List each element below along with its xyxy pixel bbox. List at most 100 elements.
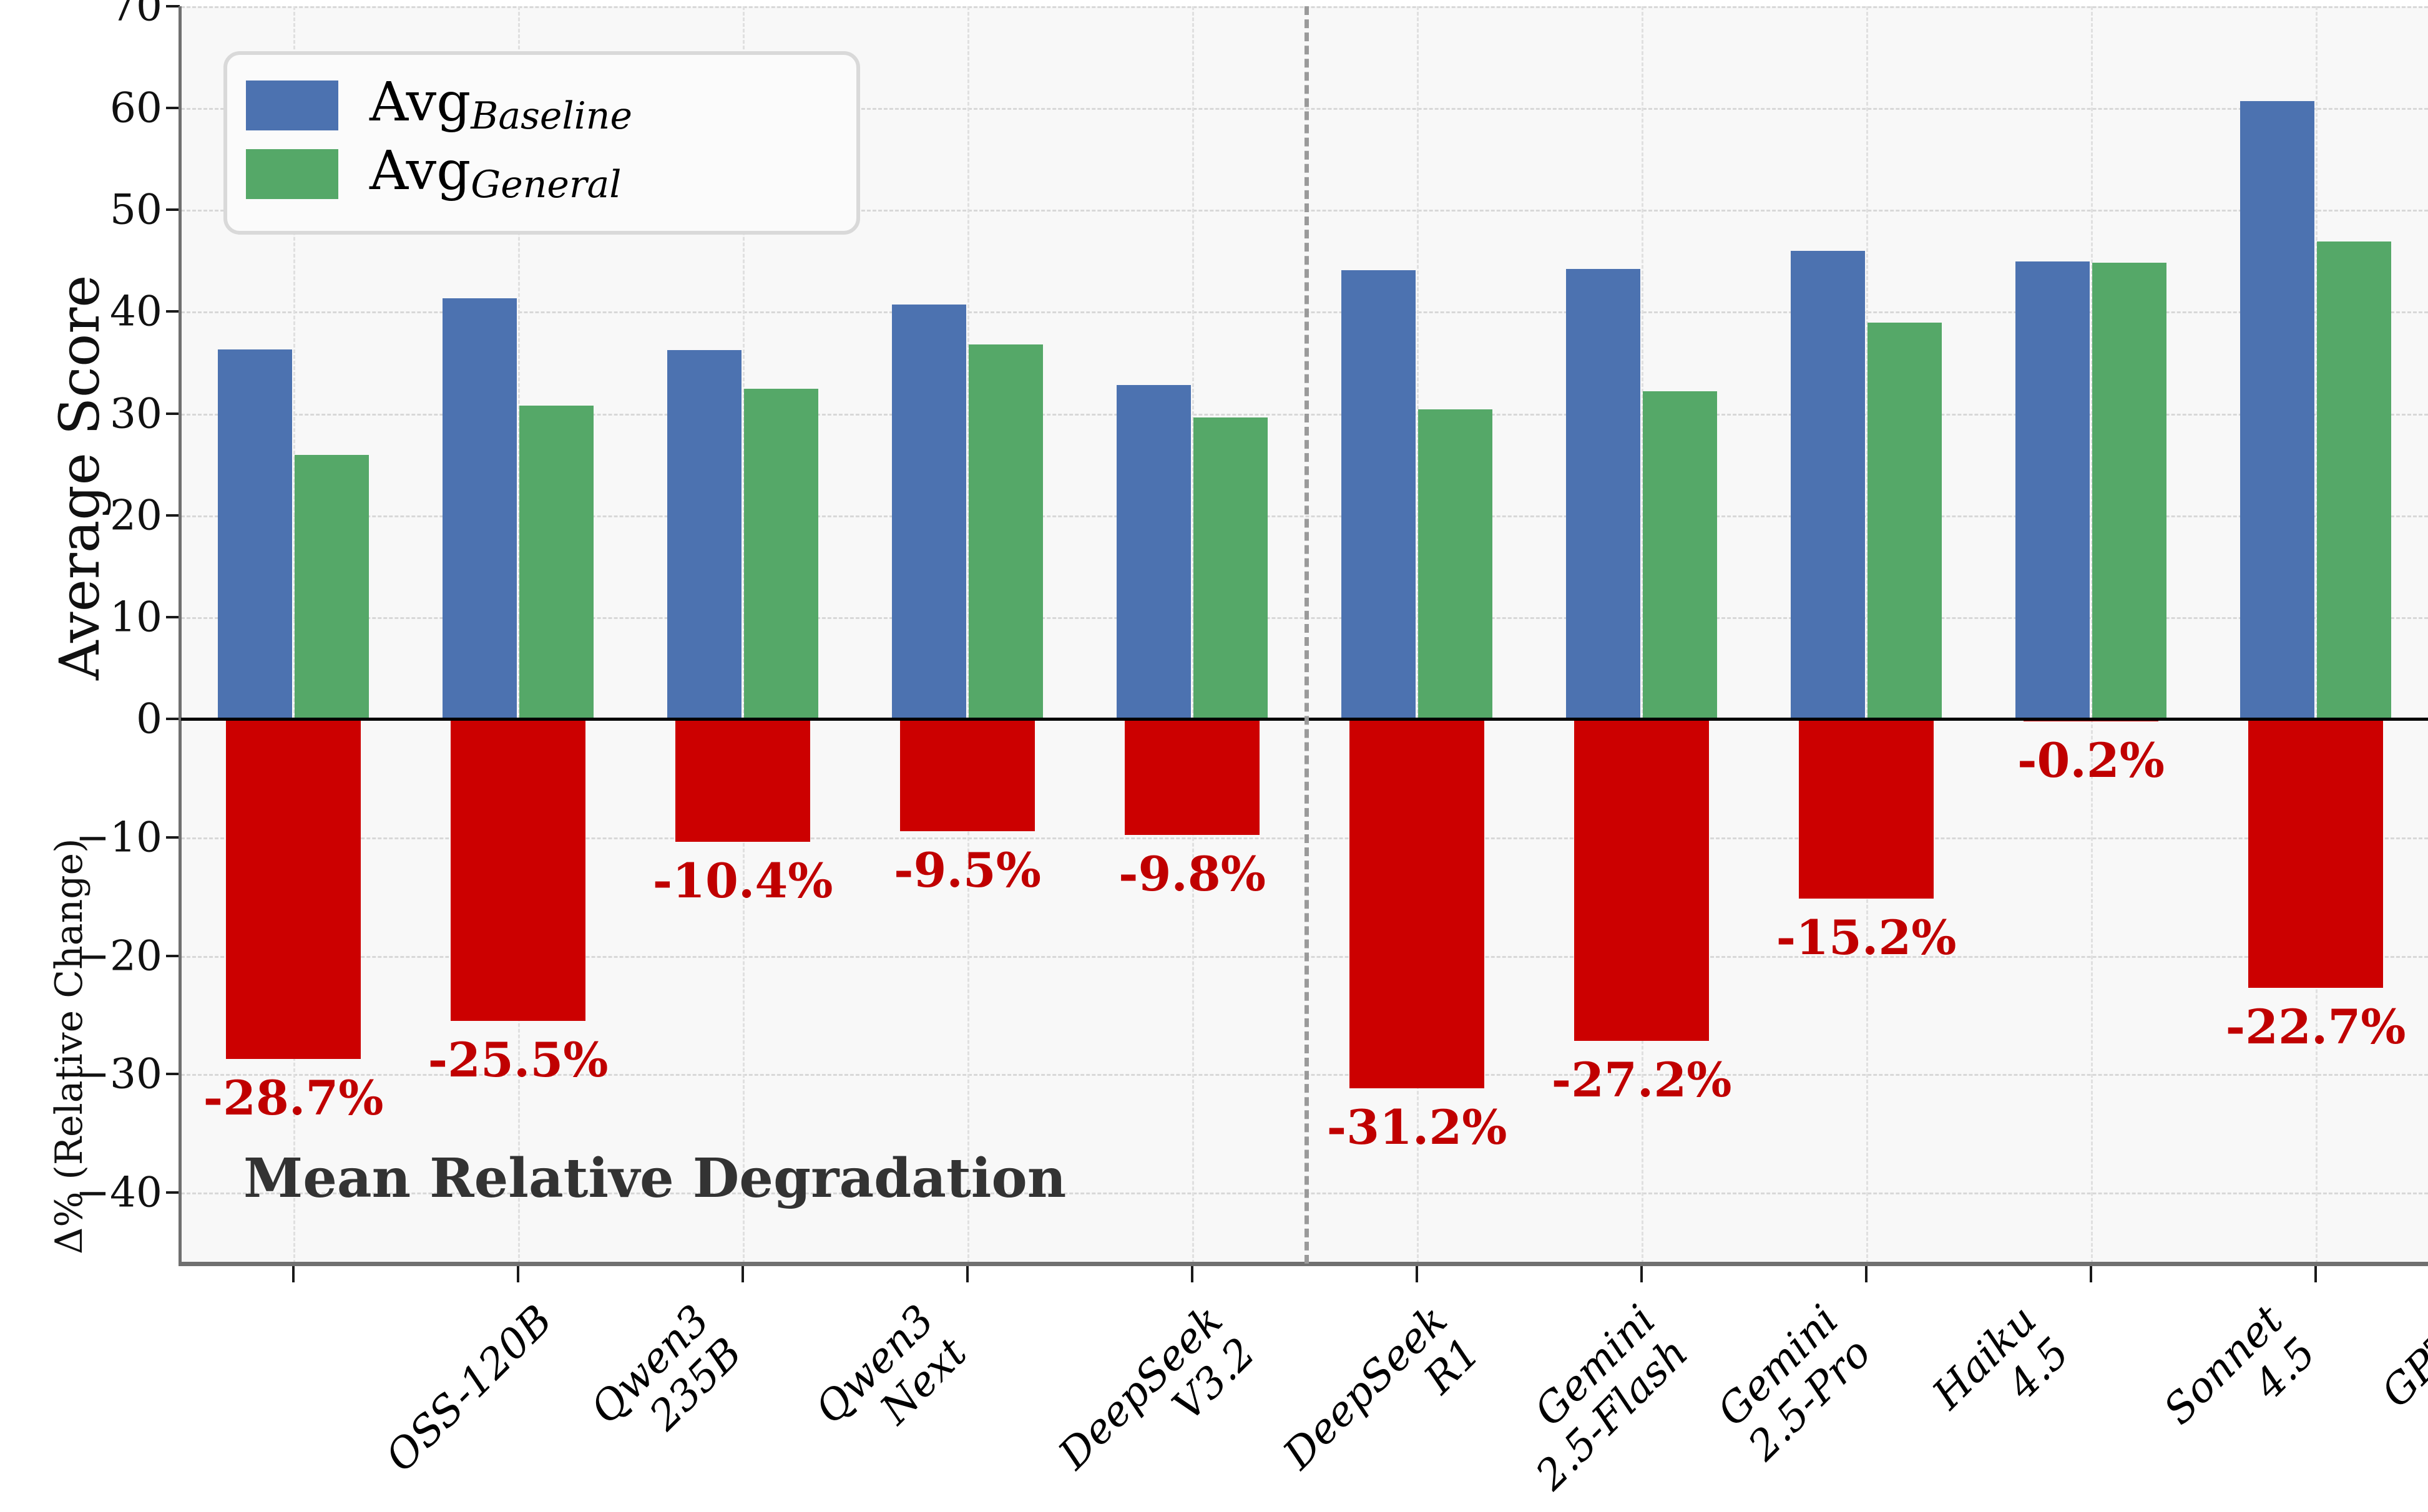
pct-label: -9.8%: [1119, 846, 1266, 902]
x-tick-mark: [2314, 1266, 2317, 1282]
pct-label: -25.5%: [428, 1032, 609, 1088]
gridline-vertical: [2316, 6, 2318, 719]
gridline-vertical: [1417, 6, 1419, 719]
bar-baseline: [443, 298, 517, 719]
y-tick-mark-top: [166, 615, 180, 618]
bar-general: [2317, 241, 2391, 719]
legend: AvgBaseline AvgGeneral: [223, 51, 860, 235]
bar-relative-change: [1349, 719, 1484, 1089]
bar-relative-change: [226, 719, 361, 1059]
bar-relative-change: [675, 719, 810, 842]
pct-label: -27.2%: [1551, 1052, 1732, 1108]
y-tick-mark-top: [166, 208, 180, 212]
bar-baseline: [1566, 268, 1640, 719]
bar-general: [519, 405, 594, 719]
y-axis-title-bottom: Δ% (Relative Change): [47, 838, 91, 1254]
y-tick-label-top: 40: [110, 287, 162, 336]
y-tick-label-top: 60: [110, 84, 162, 132]
legend-label-general: AvgGeneral: [370, 140, 622, 207]
gridline-vertical: [293, 6, 295, 719]
legend-entry-baseline: AvgBaseline: [246, 71, 838, 140]
gridline-vertical: [1642, 6, 1643, 719]
x-tick-label: OSS-120B: [376, 1295, 562, 1481]
bar-general: [295, 455, 369, 719]
y-tick-label-bottom: −20: [75, 932, 162, 980]
x-tick-mark: [1416, 1266, 1418, 1282]
y-tick-mark-bottom: [166, 1191, 180, 1194]
bar-general: [1418, 409, 1492, 719]
bar-relative-change: [2248, 719, 2383, 988]
x-tick-label: Haiku 4.5: [1923, 1295, 2078, 1418]
gridline-vertical: [1866, 719, 1868, 1264]
x-tick-label: Qwen3 235B: [581, 1295, 751, 1440]
legend-entry-general: AvgGeneral: [246, 140, 838, 208]
bar-baseline: [892, 305, 966, 719]
bar-baseline: [667, 350, 742, 719]
y-tick-mark-bottom: [166, 836, 180, 839]
y-tick-label-top: 0: [136, 695, 162, 743]
y-tick-label-bottom: −40: [75, 1168, 162, 1217]
pct-label: -10.4%: [652, 853, 833, 909]
pct-label: -15.2%: [1776, 910, 1957, 966]
x-tick-mark: [1865, 1266, 1868, 1282]
legend-label-baseline: AvgBaseline: [370, 71, 632, 139]
bar-baseline: [218, 349, 292, 719]
gridline-vertical: [1866, 6, 1868, 719]
bar-general: [1643, 391, 1717, 719]
gridline-vertical: [743, 6, 745, 719]
gridline-vertical: [1192, 6, 1194, 719]
bar-baseline: [1341, 270, 1416, 719]
x-tick-mark: [2090, 1266, 2092, 1282]
y-tick-label-top: 10: [110, 593, 162, 641]
pct-label: -0.2%: [2017, 732, 2165, 788]
x-tick-mark: [1640, 1266, 1643, 1282]
y-tick-label-top: 70: [110, 0, 162, 31]
gridline-vertical: [967, 6, 969, 719]
legend-swatch-baseline: [246, 80, 338, 130]
gridline-vertical: [2091, 6, 2093, 719]
bar-baseline: [1791, 250, 1865, 719]
bar-baseline: [1117, 384, 1191, 719]
y-tick-mark-top: [166, 107, 180, 110]
bar-general: [1868, 323, 1942, 719]
gridline-vertical: [967, 719, 969, 1264]
bar-general: [1193, 417, 1268, 719]
bar-baseline: [2240, 100, 2314, 719]
x-tick-mark: [517, 1266, 519, 1282]
x-tick-label: GPT-5: [2372, 1295, 2428, 1417]
y-tick-label-bottom: −10: [75, 813, 162, 862]
x-tick-mark: [966, 1266, 969, 1282]
y-tick-label-bottom: −30: [75, 1050, 162, 1098]
bar-baseline: [2015, 261, 2090, 719]
y-tick-mark-top: [166, 514, 180, 517]
gridline-vertical: [2091, 719, 2093, 1264]
x-tick-label: DeepSeek V3.2: [1049, 1295, 1265, 1479]
x-tick-mark: [292, 1266, 295, 1282]
gridline-vertical: [518, 6, 520, 719]
y-tick-label-top: 50: [110, 185, 162, 234]
pct-label: -28.7%: [203, 1070, 384, 1126]
bar-general: [969, 344, 1043, 719]
x-tick-label: Gemini 2.5-Pro: [1708, 1295, 1881, 1470]
x-tick-label: Sonnet 4.5: [2154, 1295, 2325, 1434]
y-axis-title-top: Average Score: [47, 275, 112, 680]
group-separator-line: [1305, 6, 1309, 1264]
x-tick-mark: [742, 1266, 744, 1282]
pct-label: -31.2%: [1326, 1100, 1507, 1156]
pct-label: -22.7%: [2225, 998, 2406, 1055]
y-tick-mark-top: [166, 718, 180, 720]
x-tick-label: Qwen3 Next: [806, 1295, 976, 1433]
bar-general: [2092, 263, 2166, 719]
gridline-vertical: [743, 719, 745, 1264]
pct-label: -9.5%: [894, 842, 1041, 899]
y-tick-mark-bottom: [166, 1073, 180, 1076]
y-axis-spine: [179, 6, 182, 1264]
bar-relative-change: [1799, 719, 1934, 899]
y-tick-mark-top: [166, 5, 180, 7]
bar-relative-change: [1125, 719, 1260, 835]
mean-relative-degradation-annotation: Mean Relative Degradation: [243, 1147, 1067, 1210]
gridline-vertical: [2316, 719, 2318, 1264]
y-tick-label-top: 30: [110, 389, 162, 438]
bar-general: [744, 389, 818, 719]
